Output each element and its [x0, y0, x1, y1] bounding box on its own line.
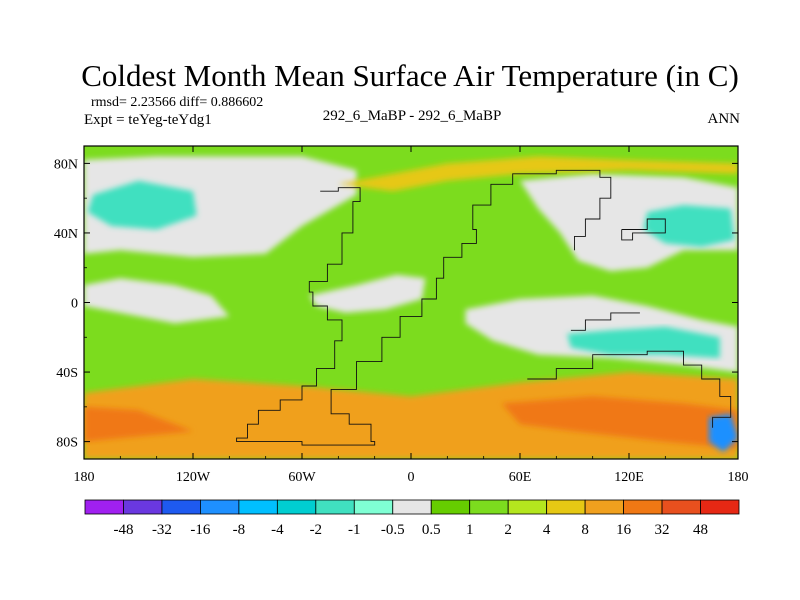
experiment-label: Expt = teYeg-teYdg1	[84, 112, 212, 128]
y-tick-label: 40S	[56, 366, 78, 381]
region-north-pacific-cool	[87, 180, 197, 230]
region-central-tropics-neutral	[309, 274, 426, 313]
colorbar-box	[661, 499, 701, 515]
colorbar: -48 -32 -16 -8 -4 -2 -1 -0.5 0.5 1 2 4 8 16 32 48	[84, 499, 740, 538]
coastline-3	[621, 218, 666, 241]
colorbar-box	[276, 499, 317, 515]
colorbar-box	[161, 499, 201, 515]
region-tropical-north-warm	[338, 156, 738, 192]
colorbar-box	[200, 499, 240, 515]
y-tick-label: 80N	[54, 157, 78, 172]
colorbar-box	[353, 499, 394, 515]
colorbar-label: 8	[581, 522, 589, 538]
colorbar-label: -8	[233, 522, 246, 538]
x-tick-label: 60E	[509, 470, 532, 485]
colorbar-label: 16	[616, 522, 632, 538]
center-label: 292_6_MaBP - 292_6_MaBP	[323, 108, 502, 124]
coastline-1	[236, 169, 612, 446]
y-tick-label: 80S	[56, 436, 78, 451]
x-tick-label: 120E	[614, 470, 644, 485]
colorbar-label: -48	[113, 522, 133, 538]
colorbar-box	[546, 499, 586, 515]
colorbar-label: 2	[504, 522, 512, 538]
colorbar-box	[584, 499, 624, 515]
colorbar-box	[123, 499, 163, 515]
colorbar-box	[315, 499, 355, 515]
colorbar-label: -16	[190, 522, 210, 538]
plot-area	[83, 145, 739, 460]
colorbar-box	[84, 499, 124, 515]
field-fill	[84, 146, 738, 459]
coastline-2	[527, 350, 732, 428]
colorbar-box	[507, 499, 548, 515]
x-tick-label: 180	[728, 470, 749, 485]
region-antarctic-coast-cold	[708, 413, 738, 452]
season-label: ANN	[708, 111, 741, 127]
region-indian-southern-hot	[501, 396, 738, 449]
x-axis: 180 120W 60W 0 60E 120E 180	[74, 146, 749, 485]
region-west-pacific-warm-pool-cool	[567, 326, 720, 359]
x-tick-label: 180	[74, 470, 95, 485]
colorbar-box	[469, 499, 509, 515]
colorbar-label: -2	[310, 522, 323, 538]
coastline-4	[570, 312, 640, 331]
stats-label: rmsd= 2.23566 diff= 0.886602	[91, 95, 263, 110]
colorbar-box	[238, 499, 278, 515]
colorbar-box	[430, 499, 471, 515]
chart-title: Coldest Month Mean Surface Air Temperatu…	[81, 58, 739, 93]
x-tick-label: 0	[408, 470, 415, 485]
colorbar-label: -4	[271, 522, 284, 538]
colorbar-label: 0.5	[422, 522, 441, 538]
colorbar-box	[700, 499, 740, 515]
colorbar-box	[392, 499, 432, 515]
colorbar-box	[623, 499, 663, 515]
colorbar-label: -0.5	[381, 522, 405, 538]
colorbar-label: -32	[152, 522, 172, 538]
region-southern-ocean-hot	[84, 406, 193, 442]
region-pacific-neutral-south	[84, 278, 230, 324]
colorbar-label: 48	[693, 522, 708, 538]
colorbar-label: -1	[348, 522, 361, 538]
colorbar-label: 4	[543, 522, 551, 538]
coastline-layer	[236, 169, 732, 446]
y-axis: 80N 40N 0 40S 80S	[54, 157, 738, 451]
region-northwest-pacific-cool	[643, 205, 735, 247]
region-north-pacific-neutral	[84, 156, 357, 258]
y-tick-label: 0	[71, 297, 78, 312]
x-tick-label: 120W	[176, 470, 211, 485]
y-tick-label: 40N	[54, 227, 78, 242]
colorbar-label: 32	[655, 522, 670, 538]
x-tick-label: 60W	[288, 470, 316, 485]
colorbar-label: 1	[466, 522, 474, 538]
